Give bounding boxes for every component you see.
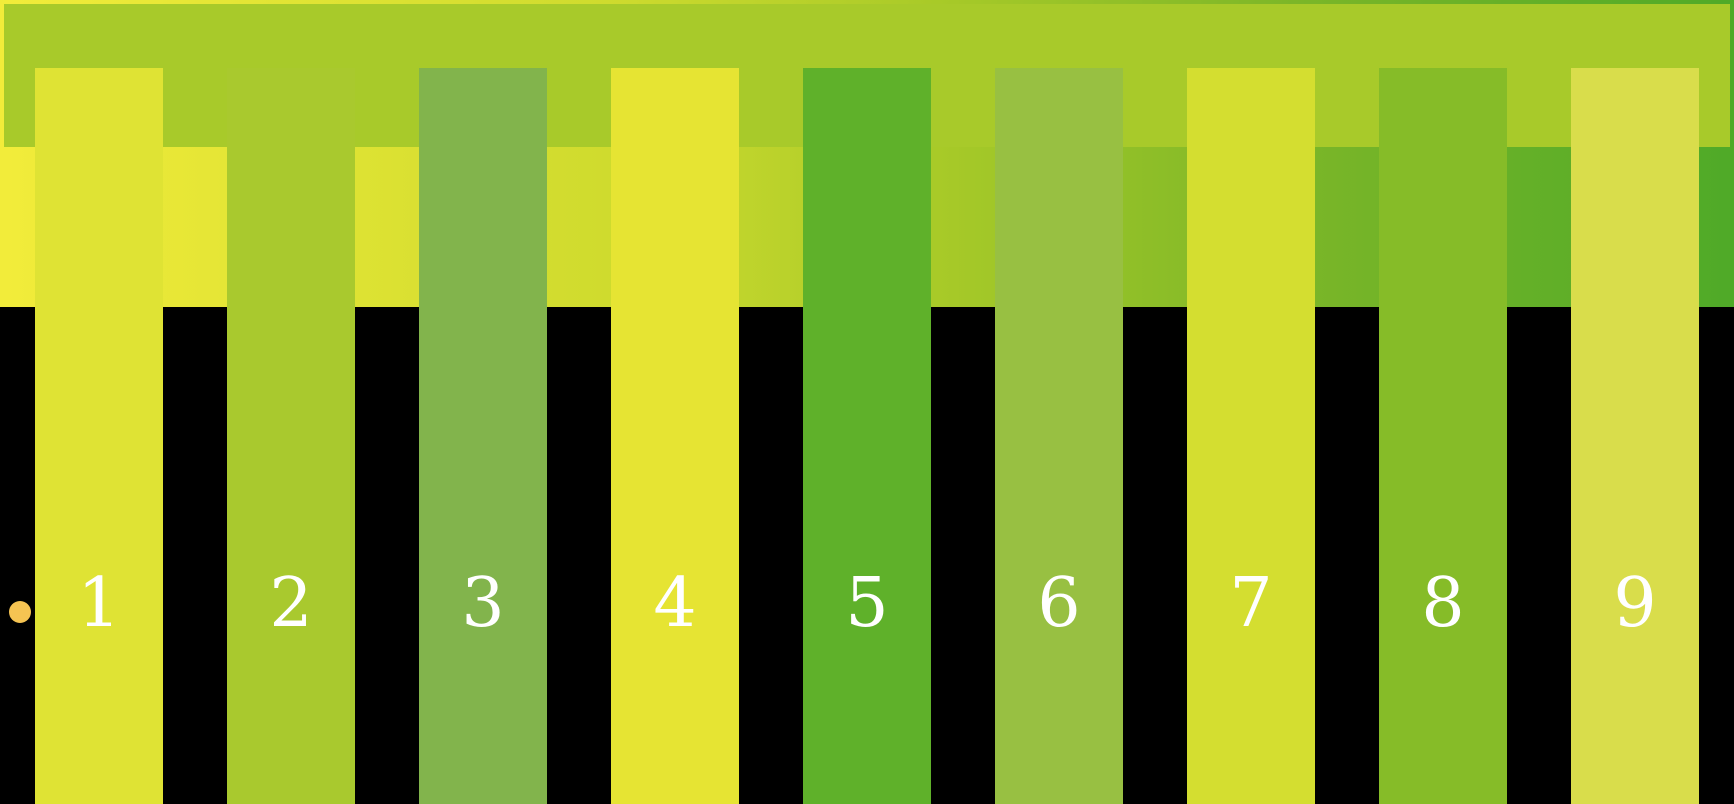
key-number: 9 <box>1613 564 1657 643</box>
key-number: 2 <box>269 564 313 643</box>
key-6[interactable]: 6 <box>995 68 1123 804</box>
key-number: 4 <box>653 564 697 643</box>
key-7[interactable]: 7 <box>1187 68 1315 804</box>
key-number: 8 <box>1421 564 1465 643</box>
key-9[interactable]: 9 <box>1571 68 1699 804</box>
key-number: 1 <box>77 564 121 643</box>
key-4[interactable]: 4 <box>611 68 739 804</box>
key-5[interactable]: 5 <box>803 68 931 804</box>
key-2[interactable]: 2 <box>227 68 355 804</box>
key-3[interactable]: 3 <box>419 68 547 804</box>
key-number: 5 <box>845 564 889 643</box>
key-1[interactable]: 1 <box>35 68 163 804</box>
key-8[interactable]: 8 <box>1379 68 1507 804</box>
key-number: 3 <box>461 564 505 643</box>
key-number: 6 <box>1037 564 1081 643</box>
key-number: 7 <box>1229 564 1273 643</box>
selection-indicator-icon <box>9 601 31 623</box>
